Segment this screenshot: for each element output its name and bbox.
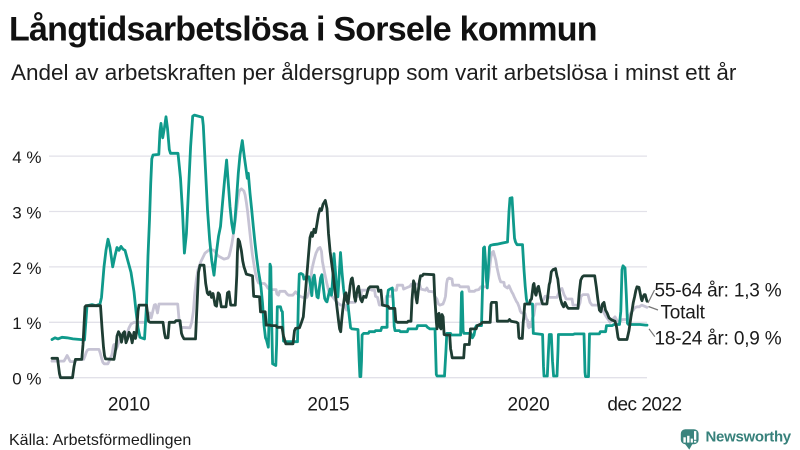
svg-text:4 %: 4 % — [12, 148, 41, 167]
svg-text:2010: 2010 — [108, 395, 150, 416]
svg-text:Långtidsarbetslösa i Sorsele k: Långtidsarbetslösa i Sorsele kommun — [9, 11, 597, 49]
svg-text:Andel av arbetskraften per åld: Andel av arbetskraften per åldersgrupp s… — [11, 60, 737, 85]
svg-text:Totalt: Totalt — [661, 303, 706, 324]
svg-text:55-64 år: 1,3 %: 55-64 år: 1,3 % — [655, 281, 782, 302]
svg-text:2020: 2020 — [507, 395, 549, 416]
svg-text:dec 2022: dec 2022 — [607, 395, 681, 416]
svg-text:Källa: Arbetsförmedlingen: Källa: Arbetsförmedlingen — [9, 432, 191, 449]
svg-text:1 %: 1 % — [12, 314, 41, 333]
svg-text:2015: 2015 — [307, 395, 349, 416]
svg-text:2 %: 2 % — [12, 259, 41, 278]
svg-text:0 %: 0 % — [12, 370, 41, 389]
svg-text:3 %: 3 % — [12, 203, 41, 222]
svg-text:Newsworthy: Newsworthy — [706, 428, 792, 445]
svg-text:18-24 år: 0,9 %: 18-24 år: 0,9 % — [655, 329, 782, 350]
